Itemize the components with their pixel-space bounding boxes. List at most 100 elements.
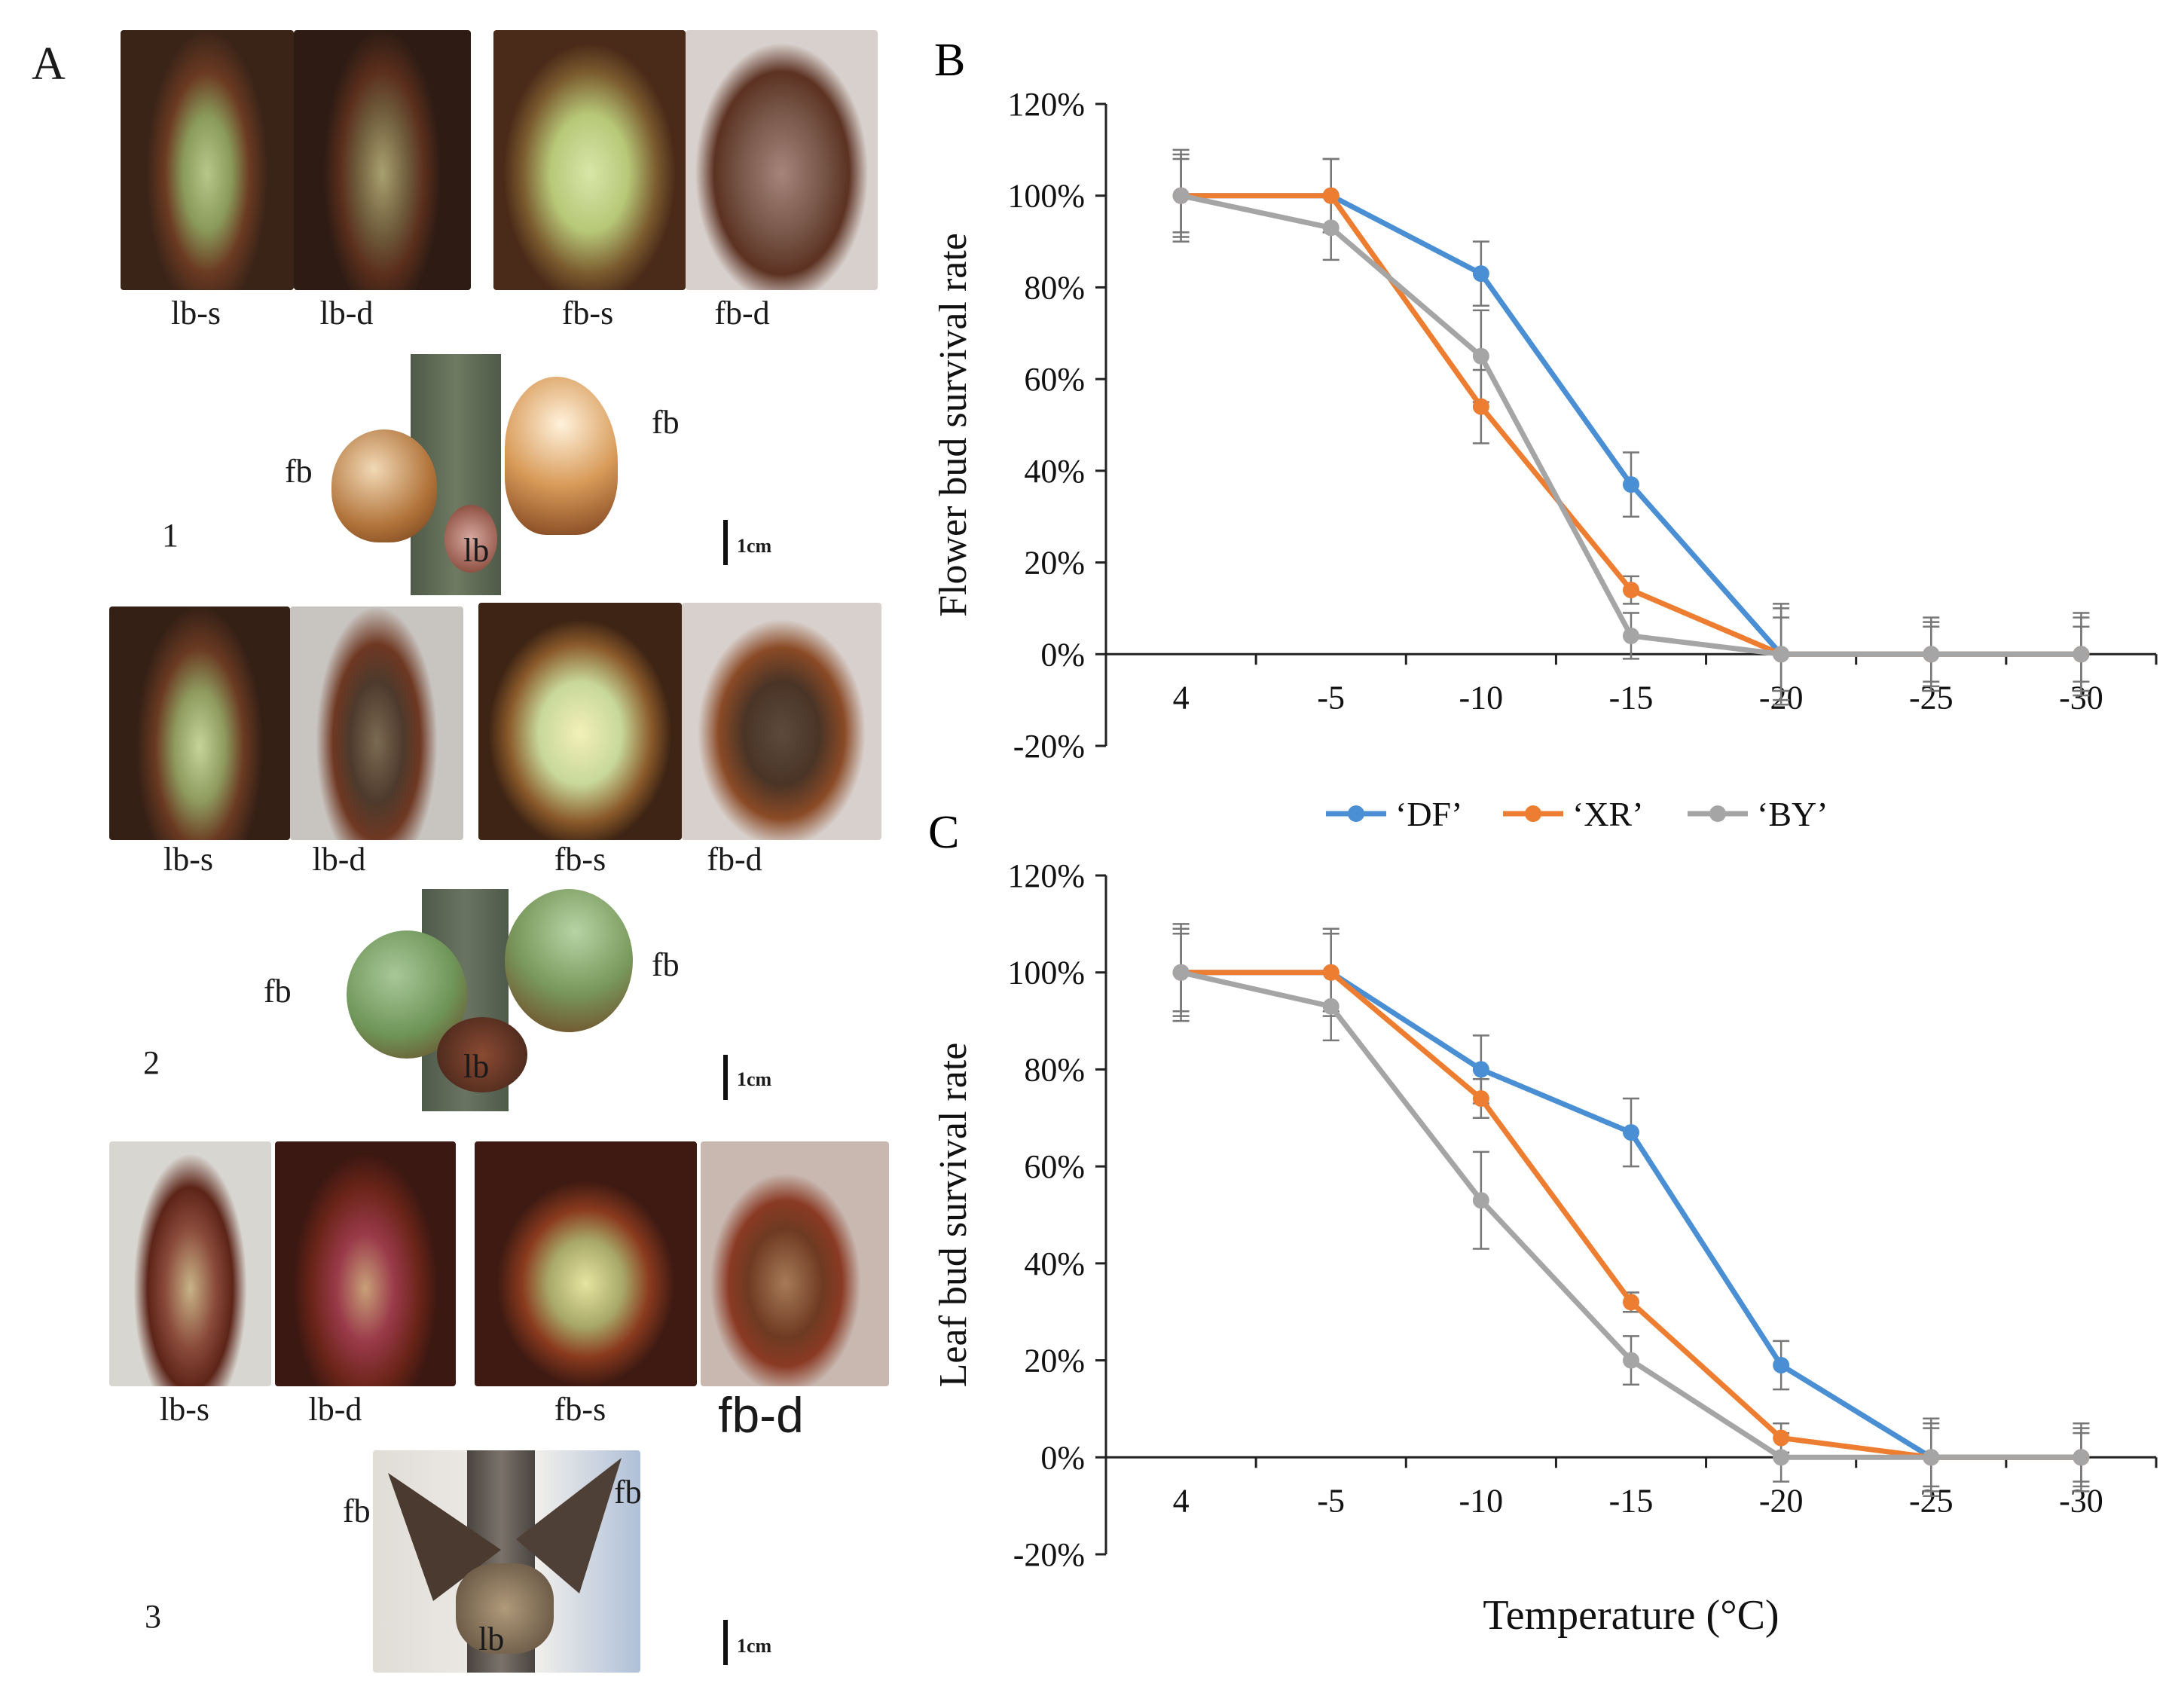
data-point bbox=[1172, 964, 1190, 981]
x-tick-label: -20 bbox=[1759, 1482, 1804, 1519]
caption-fb-s-row3: fb-s bbox=[554, 1391, 606, 1428]
legend-label: ‘DF’ bbox=[1395, 795, 1462, 833]
caption-fb-s-row1: fb-s bbox=[561, 295, 614, 332]
x-tick-label: -15 bbox=[1609, 679, 1654, 716]
x-tick-label: -5 bbox=[1317, 679, 1345, 716]
data-point bbox=[1172, 187, 1190, 204]
chart-b: 120% 100% 80% 60% 40% 20% 0% -20% 4 -5 -10 -15 -20 -2… bbox=[932, 86, 2158, 765]
x-tick-label: -30 bbox=[2059, 1482, 2103, 1519]
y-tick-label: 20% bbox=[1024, 545, 1085, 582]
label-fb-right-row2: fb bbox=[652, 946, 680, 983]
data-point bbox=[1172, 964, 1190, 981]
data-point bbox=[1773, 1357, 1790, 1374]
data-point bbox=[1322, 187, 1340, 204]
x-tick-label: -15 bbox=[1609, 1482, 1654, 1519]
photo-fb-s-row3 bbox=[475, 1141, 697, 1386]
caption-fb-s-row2: fb-s bbox=[554, 841, 606, 878]
photo-lb-s-row2 bbox=[109, 607, 290, 840]
series-line-2 bbox=[1180, 970, 2082, 1460]
photo-lb-d-row2 bbox=[290, 607, 463, 840]
photo-branch-row1 bbox=[294, 354, 655, 595]
legend-label: ‘BY’ bbox=[1757, 795, 1828, 833]
series-line-0 bbox=[1181, 970, 2082, 1460]
y-tick-label: -20% bbox=[1013, 728, 1085, 765]
data-point bbox=[1923, 1449, 1940, 1466]
data-point bbox=[1623, 627, 1639, 644]
series-line-1 bbox=[1181, 193, 2082, 657]
scale-bar-row3 bbox=[723, 1620, 728, 1665]
data-point bbox=[1623, 1294, 1639, 1311]
series-line-2 bbox=[1180, 193, 2082, 657]
row-index-3: 3 bbox=[145, 1598, 161, 1635]
scale-label-row1: 1cm bbox=[737, 535, 772, 557]
data-point bbox=[1773, 646, 1790, 663]
y-tick-label: 120% bbox=[1007, 857, 1085, 894]
data-point bbox=[1773, 1429, 1790, 1447]
label-fb-left-row1: fb bbox=[285, 453, 313, 490]
scale-bar-row2 bbox=[723, 1055, 728, 1100]
x-tick-label: -25 bbox=[1909, 1482, 1954, 1519]
data-point bbox=[1172, 187, 1190, 204]
caption-fb-d-row1: fb-d bbox=[714, 295, 770, 332]
label-fb-left-row2: fb bbox=[264, 973, 292, 1010]
data-point bbox=[1923, 646, 1940, 663]
x-tick-label: -30 bbox=[2059, 679, 2103, 716]
caption-lb-d-row1: lb-d bbox=[319, 295, 374, 332]
legend-swatch-marker bbox=[1525, 805, 1541, 822]
caption-lb-s-row2: lb-s bbox=[163, 841, 213, 878]
panel-a-letter: A bbox=[32, 38, 66, 90]
data-point bbox=[1472, 1061, 1489, 1078]
data-point bbox=[1923, 646, 1940, 663]
data-point bbox=[1773, 646, 1790, 663]
y-tick-label: 100% bbox=[1007, 178, 1085, 215]
y-tick-label: 120% bbox=[1007, 86, 1085, 123]
y-tick-label: 40% bbox=[1024, 1245, 1085, 1282]
photo-lb-s-row3 bbox=[109, 1141, 271, 1386]
data-point bbox=[2073, 646, 2090, 663]
label-fb-right-row1: fb bbox=[652, 404, 680, 441]
label-fb-left-row3: fb bbox=[343, 1493, 371, 1529]
data-point bbox=[1322, 998, 1340, 1015]
y-tick-label: 80% bbox=[1024, 1051, 1085, 1088]
legend-label: ‘XR’ bbox=[1572, 795, 1644, 833]
row-index-1: 1 bbox=[162, 517, 179, 554]
data-point bbox=[2073, 646, 2090, 663]
y-tick-label: 60% bbox=[1024, 361, 1085, 398]
photo-fb-s-row2 bbox=[478, 603, 682, 840]
photo-branch-row3 bbox=[373, 1450, 640, 1673]
data-point bbox=[2073, 1449, 2090, 1466]
data-point bbox=[1472, 1192, 1489, 1209]
data-point bbox=[1322, 964, 1340, 981]
photo-fb-d-row3 bbox=[701, 1141, 889, 1386]
x-tick-label: -5 bbox=[1317, 1482, 1345, 1519]
caption-fb-d-row3: fb-d bbox=[718, 1387, 804, 1443]
y-tick-label: 0% bbox=[1040, 1439, 1085, 1476]
row-index-2: 2 bbox=[143, 1044, 160, 1081]
label-lb-row2: lb bbox=[463, 1048, 490, 1085]
data-point bbox=[2073, 646, 2090, 663]
data-point bbox=[1923, 1449, 1940, 1466]
caption-lb-s-row1: lb-s bbox=[171, 295, 221, 332]
y-tick-label: 80% bbox=[1024, 269, 1085, 306]
x-tick-label: -20 bbox=[1759, 679, 1804, 716]
data-point bbox=[1472, 265, 1489, 283]
y-axis-title: Flower bud survival rate bbox=[932, 233, 975, 617]
photo-fb-s-row1 bbox=[493, 30, 686, 290]
data-point bbox=[1773, 1449, 1790, 1466]
x-axis-title: Temperature (°C) bbox=[1483, 1592, 1779, 1639]
chart-legend: ‘DF’ ‘XR’ ‘BY’ bbox=[1326, 795, 1828, 833]
data-point bbox=[1623, 1352, 1639, 1369]
y-tick-label: 20% bbox=[1024, 1343, 1085, 1380]
caption-lb-d-row2: lb-d bbox=[312, 841, 366, 878]
caption-lb-d-row3: lb-d bbox=[308, 1391, 362, 1428]
y-tick-label: -20% bbox=[1013, 1536, 1085, 1573]
data-point bbox=[1472, 347, 1489, 365]
data-point bbox=[2073, 1449, 2090, 1466]
y-tick-label: 60% bbox=[1024, 1148, 1085, 1185]
scale-label-row3: 1cm bbox=[737, 1635, 772, 1657]
data-point bbox=[1472, 398, 1489, 415]
data-point bbox=[1923, 1449, 1940, 1466]
data-point bbox=[1923, 646, 1940, 663]
chart-c: 120% 100% 80% 60% 40% 20% 0% -20% 4 -5 -10 -15 -20 -2… bbox=[932, 857, 2158, 1639]
scale-label-row2: 1cm bbox=[737, 1068, 772, 1090]
